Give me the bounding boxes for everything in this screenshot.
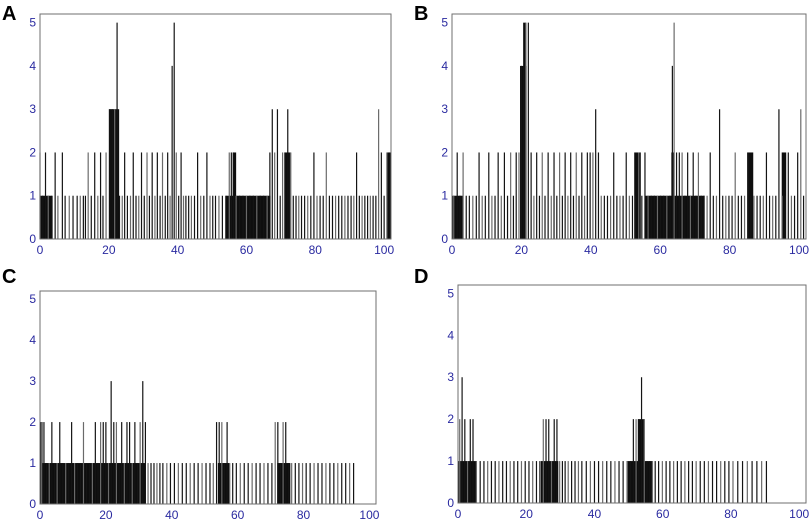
y-tick-label-a-4: 4 [29, 59, 36, 73]
x-tick-label-c-0: 0 [37, 508, 44, 522]
x-tick-label-b-80: 80 [723, 243, 737, 257]
x-tick-label-b-0: 0 [449, 243, 456, 257]
bar-block-a-3 [232, 152, 237, 239]
y-tick-label-d-0: 0 [447, 496, 454, 510]
bar-block-c-2 [217, 463, 230, 504]
x-tick-label-d-60: 60 [656, 507, 670, 521]
x-tick-label-a-60: 60 [240, 243, 254, 257]
y-tick-label-d-3: 3 [447, 370, 454, 384]
x-tick-label-b-20: 20 [515, 243, 529, 257]
panel-label-c: C [2, 266, 16, 288]
y-tick-label-d-1: 1 [447, 454, 454, 468]
y-tick-label-c-3: 3 [29, 374, 36, 388]
y-tick-label-d-5: 5 [447, 286, 454, 300]
x-tick-label-c-100: 100 [359, 508, 379, 522]
x-tick-label-b-40: 40 [584, 243, 598, 257]
y-tick-label-b-1: 1 [441, 189, 448, 203]
panel-a: A 0 20 40 60 80 100 0 1 2 3 4 5 [2, 3, 394, 257]
x-tick-label-c-80: 80 [297, 508, 311, 522]
x-tick-label-c-40: 40 [165, 508, 179, 522]
plot-frame-c [39, 290, 377, 505]
x-tick-label-d-40: 40 [588, 507, 602, 521]
x-tick-label-c-60: 60 [231, 508, 245, 522]
x-tick-label-d-20: 20 [520, 507, 534, 521]
y-tick-label-b-3: 3 [441, 102, 448, 116]
y-tick-label-c-4: 4 [29, 333, 36, 347]
x-tick-label-b-60: 60 [654, 243, 668, 257]
panel-label-b: B [414, 3, 428, 25]
panel-b: B 0 20 40 60 80 100 0 1 2 3 4 5 [414, 3, 809, 257]
y-tick-label-a-5: 5 [29, 16, 36, 30]
y-tick-label-a-0: 0 [29, 232, 36, 246]
y-tick-label-c-2: 2 [29, 415, 36, 429]
panel-c: C 0 20 40 60 80 100 0 1 2 3 4 5 [2, 266, 380, 522]
bar-block-b-2 [523, 22, 526, 240]
x-tick-label-a-80: 80 [309, 243, 323, 257]
x-tick-label-c-20: 20 [99, 508, 113, 522]
y-tick-label-b-2: 2 [441, 145, 448, 159]
x-tick-label-a-40: 40 [171, 243, 185, 257]
bar-block-a-1 [108, 109, 120, 239]
y-tick-label-b-4: 4 [441, 59, 448, 73]
x-tick-label-d-100: 100 [789, 507, 809, 521]
y-tick-label-c-1: 1 [29, 456, 36, 470]
x-tick-label-d-0: 0 [455, 507, 462, 521]
y-tick-label-a-1: 1 [29, 189, 36, 203]
plot-frame-a [39, 13, 392, 240]
y-tick-label-d-2: 2 [447, 412, 454, 426]
y-tick-label-a-3: 3 [29, 102, 36, 116]
panel-label-d: D [414, 266, 428, 288]
y-tick-label-c-5: 5 [29, 292, 36, 306]
y-tick-label-b-0: 0 [441, 232, 448, 246]
x-tick-label-b-100: 100 [789, 243, 809, 257]
y-tick-label-b-5: 5 [441, 16, 448, 30]
bar-block-b-7 [781, 152, 787, 239]
x-tick-label-a-20: 20 [102, 243, 116, 257]
x-tick-label-a-100: 100 [374, 243, 394, 257]
x-tick-label-d-80: 80 [724, 507, 738, 521]
plot-frame-b [451, 13, 807, 240]
plot-frame-d [457, 284, 807, 504]
y-tick-label-d-4: 4 [447, 328, 454, 342]
y-tick-label-c-0: 0 [29, 497, 36, 511]
x-tick-label-a-0: 0 [37, 243, 44, 257]
panel-label-a: A [2, 3, 16, 25]
y-tick-label-a-2: 2 [29, 145, 36, 159]
panel-d: D 0 20 40 60 80 100 0 1 2 3 4 5 [414, 266, 809, 521]
bar-block-b-3 [634, 152, 641, 239]
